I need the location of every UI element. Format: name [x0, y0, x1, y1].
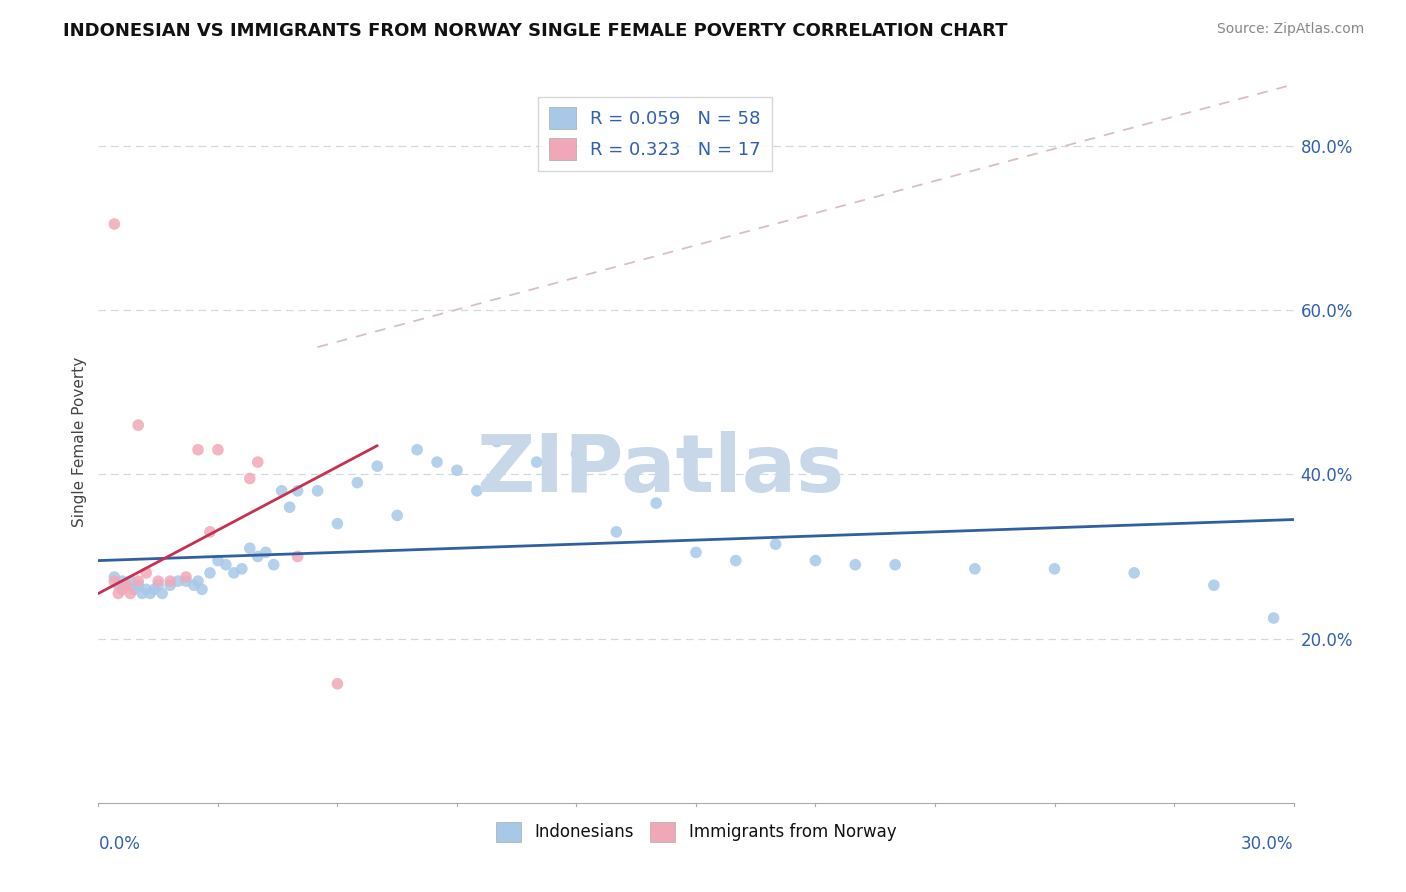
Point — [724, 553, 747, 567]
Point — [120, 574, 142, 588]
Point — [103, 574, 125, 588]
Point — [127, 578, 149, 592]
Point — [685, 545, 707, 559]
Point — [287, 483, 309, 498]
Point — [485, 434, 508, 449]
Point — [239, 541, 262, 556]
Point — [115, 578, 138, 592]
Point — [385, 508, 409, 523]
Point — [765, 537, 787, 551]
Text: 0.0%: 0.0% — [98, 835, 141, 854]
Point — [127, 418, 149, 433]
Point — [198, 524, 221, 539]
Point — [287, 549, 309, 564]
Point — [645, 496, 668, 510]
Point — [844, 558, 866, 572]
Point — [465, 483, 488, 498]
Point — [159, 578, 181, 592]
Legend: Indonesians, Immigrants from Norway: Indonesians, Immigrants from Norway — [489, 815, 903, 848]
Point — [150, 586, 173, 600]
Point — [326, 677, 349, 691]
Point — [111, 574, 134, 588]
Point — [103, 570, 125, 584]
Point — [804, 553, 827, 567]
Point — [605, 524, 627, 539]
Point — [191, 582, 214, 597]
Point — [135, 582, 157, 597]
Point — [115, 578, 138, 592]
Point — [143, 582, 166, 597]
Point — [111, 582, 134, 597]
Text: 30.0%: 30.0% — [1241, 835, 1294, 854]
Point — [278, 500, 301, 515]
Point — [307, 483, 329, 498]
Point — [107, 578, 129, 592]
Point — [270, 483, 292, 498]
Point — [1202, 578, 1225, 592]
Point — [127, 574, 149, 588]
Point — [103, 217, 125, 231]
Point — [148, 574, 170, 588]
Text: INDONESIAN VS IMMIGRANTS FROM NORWAY SINGLE FEMALE POVERTY CORRELATION CHART: INDONESIAN VS IMMIGRANTS FROM NORWAY SIN… — [63, 22, 1008, 40]
Point — [187, 442, 209, 457]
Point — [406, 442, 429, 457]
Point — [254, 545, 277, 559]
Point — [239, 471, 262, 485]
Point — [346, 475, 368, 490]
Point — [263, 558, 285, 572]
Point — [231, 562, 253, 576]
Point — [246, 549, 269, 564]
Point — [148, 578, 170, 592]
Point — [963, 562, 986, 576]
Point — [131, 586, 153, 600]
Point — [246, 455, 269, 469]
Point — [446, 463, 468, 477]
Point — [174, 570, 197, 584]
Point — [198, 566, 221, 580]
Point — [159, 574, 181, 588]
Point — [183, 578, 205, 592]
Point — [167, 574, 190, 588]
Point — [426, 455, 449, 469]
Point — [120, 586, 142, 600]
Point — [207, 442, 229, 457]
Point — [174, 574, 197, 588]
Point — [1043, 562, 1066, 576]
Point — [135, 566, 157, 580]
Point — [207, 553, 229, 567]
Point — [326, 516, 349, 531]
Point — [187, 574, 209, 588]
Point — [222, 566, 245, 580]
Point — [884, 558, 907, 572]
Point — [124, 582, 146, 597]
Point — [526, 455, 548, 469]
Point — [1263, 611, 1285, 625]
Text: Source: ZipAtlas.com: Source: ZipAtlas.com — [1216, 22, 1364, 37]
Text: ZIPatlas: ZIPatlas — [477, 432, 844, 509]
Point — [139, 586, 162, 600]
Point — [565, 447, 588, 461]
Point — [1123, 566, 1146, 580]
Point — [366, 459, 388, 474]
Point — [215, 558, 238, 572]
Y-axis label: Single Female Poverty: Single Female Poverty — [72, 357, 87, 526]
Point — [107, 586, 129, 600]
